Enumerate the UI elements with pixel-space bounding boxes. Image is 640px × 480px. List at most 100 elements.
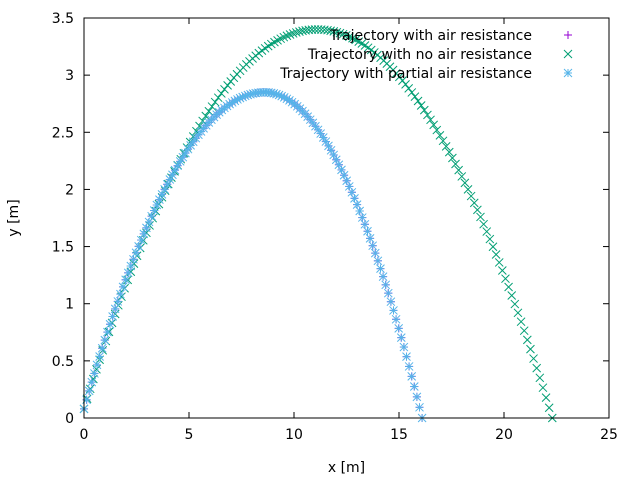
data-point bbox=[444, 147, 454, 157]
data-point bbox=[155, 195, 164, 205]
y-tick-label: 2 bbox=[65, 182, 74, 198]
data-point bbox=[413, 96, 423, 106]
data-point bbox=[401, 80, 410, 89]
data-point bbox=[396, 333, 406, 342]
data-point bbox=[103, 327, 112, 337]
data-point bbox=[538, 383, 548, 393]
series-3 bbox=[79, 87, 427, 423]
data-point bbox=[407, 372, 417, 381]
plot-series bbox=[79, 25, 557, 423]
data-point bbox=[415, 402, 424, 412]
data-point bbox=[160, 184, 169, 194]
data-point bbox=[526, 344, 535, 354]
data-point bbox=[207, 102, 217, 111]
data-point bbox=[332, 27, 342, 37]
x-tick-label: 0 bbox=[80, 427, 89, 443]
legend-marker bbox=[563, 68, 573, 78]
y-tick-label: 3 bbox=[65, 68, 74, 84]
data-point bbox=[204, 106, 214, 116]
y-axis-title: y [m] bbox=[6, 199, 22, 236]
axis-ticks: 0 5 10 15 20 25 0 0.5 1 1.5 2 2.5 3 3.5 bbox=[52, 11, 618, 443]
data-point bbox=[513, 308, 523, 318]
data-point bbox=[460, 178, 470, 188]
y-tick-label: 0 bbox=[65, 411, 74, 427]
series-1 bbox=[80, 88, 427, 422]
y-tick-label: 0.5 bbox=[52, 354, 74, 370]
data-point bbox=[522, 335, 532, 345]
data-point bbox=[535, 373, 545, 383]
data-point bbox=[97, 343, 107, 353]
data-point bbox=[426, 115, 435, 125]
data-point bbox=[432, 125, 442, 135]
legend-label: Trajectory with no air resistance bbox=[307, 47, 532, 63]
data-point bbox=[110, 304, 120, 314]
data-point bbox=[399, 342, 409, 352]
data-point bbox=[210, 97, 220, 107]
data-point bbox=[223, 80, 232, 90]
data-point bbox=[87, 377, 97, 387]
data-point bbox=[220, 84, 229, 94]
legend-label: Trajectory with air resistance bbox=[329, 28, 532, 44]
x-tick-label: 5 bbox=[185, 427, 194, 443]
data-point bbox=[476, 212, 485, 222]
data-point bbox=[466, 191, 476, 201]
data-point bbox=[451, 159, 460, 169]
y-tick-label: 3.5 bbox=[52, 11, 74, 27]
data-point bbox=[532, 363, 542, 373]
data-point bbox=[391, 314, 401, 324]
data-point bbox=[85, 384, 95, 394]
data-point bbox=[198, 116, 207, 126]
data-point bbox=[435, 131, 445, 140]
data-point bbox=[412, 392, 422, 402]
data-point bbox=[404, 362, 414, 371]
data-point bbox=[123, 268, 133, 278]
legend-label: Trajectory with partial air resistance bbox=[279, 66, 532, 82]
data-point bbox=[84, 386, 94, 396]
data-point bbox=[170, 165, 180, 175]
data-point bbox=[469, 198, 479, 208]
legend: Trajectory with air resistance Trajectory… bbox=[279, 28, 573, 82]
data-point bbox=[389, 306, 398, 315]
data-point bbox=[441, 142, 451, 151]
data-point bbox=[121, 275, 130, 285]
data-point bbox=[370, 248, 380, 258]
data-point bbox=[479, 219, 488, 229]
data-point bbox=[378, 272, 388, 281]
data-point bbox=[100, 335, 110, 345]
y-tick-label: 1 bbox=[65, 297, 74, 313]
data-point bbox=[90, 369, 99, 378]
x-tick-label: 20 bbox=[495, 427, 513, 443]
data-point bbox=[438, 136, 448, 146]
data-point bbox=[345, 32, 354, 42]
data-point bbox=[510, 299, 520, 309]
data-point bbox=[274, 90, 284, 100]
legend-marker bbox=[564, 31, 572, 39]
data-point bbox=[485, 234, 495, 244]
data-point bbox=[217, 89, 226, 98]
data-point bbox=[338, 29, 348, 39]
data-point bbox=[357, 213, 367, 222]
data-point bbox=[360, 219, 370, 229]
data-point bbox=[335, 28, 345, 38]
data-point bbox=[463, 185, 473, 194]
data-point bbox=[494, 258, 504, 267]
data-point bbox=[368, 241, 378, 251]
x-tick-label: 15 bbox=[390, 427, 408, 443]
data-point bbox=[108, 312, 117, 321]
x-tick-label: 10 bbox=[285, 427, 303, 443]
data-point bbox=[429, 120, 439, 130]
data-point bbox=[457, 172, 467, 181]
x-tick-label: 25 bbox=[600, 427, 618, 443]
data-point bbox=[386, 297, 396, 307]
data-point bbox=[213, 93, 223, 103]
data-point bbox=[544, 403, 554, 413]
data-point bbox=[497, 266, 507, 275]
data-point bbox=[173, 161, 182, 171]
data-point bbox=[113, 297, 123, 306]
y-tick-label: 2.5 bbox=[52, 125, 74, 141]
data-point bbox=[307, 25, 317, 34]
data-point bbox=[416, 101, 426, 110]
data-point bbox=[519, 326, 529, 336]
x-axis-title: x [m] bbox=[328, 460, 365, 476]
